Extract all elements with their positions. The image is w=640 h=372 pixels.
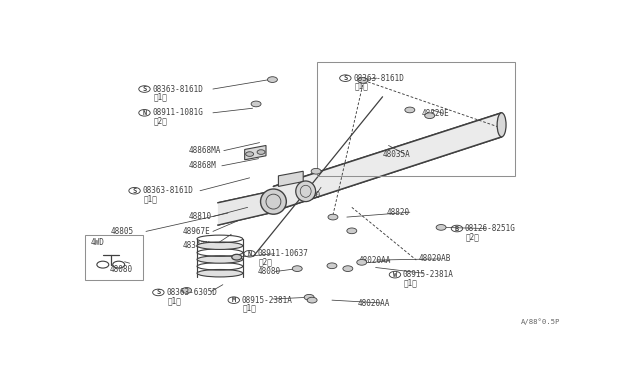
PathPatch shape [273, 113, 502, 211]
Circle shape [246, 152, 253, 156]
Text: （2）: （2） [466, 232, 480, 241]
Circle shape [425, 113, 435, 119]
Text: 48020AA: 48020AA [359, 256, 391, 265]
Text: N: N [142, 110, 147, 116]
Text: （1）: （1） [143, 194, 157, 203]
Text: 08911-10637: 08911-10637 [257, 249, 308, 258]
PathPatch shape [218, 191, 273, 225]
Circle shape [358, 78, 367, 83]
Text: （1）: （1） [355, 82, 368, 91]
Text: （1）: （1） [243, 304, 257, 312]
Text: 08363-8161D: 08363-8161D [152, 84, 204, 93]
Text: S: S [132, 188, 137, 194]
Circle shape [307, 297, 317, 303]
Ellipse shape [296, 181, 316, 202]
Text: 08363-6305D: 08363-6305D [166, 288, 217, 297]
Text: 48868M: 48868M [189, 161, 217, 170]
Text: S: S [343, 75, 348, 81]
Bar [85, 235, 143, 280]
Circle shape [405, 107, 415, 113]
Text: 08915-2381A: 08915-2381A [403, 270, 454, 279]
Text: 48020AB: 48020AB [419, 254, 451, 263]
Text: M: M [232, 297, 236, 303]
Text: N: N [248, 251, 252, 257]
Text: 48860: 48860 [297, 191, 321, 201]
Text: 08911-1081G: 08911-1081G [152, 108, 204, 117]
Text: 48080: 48080 [257, 267, 281, 276]
Ellipse shape [497, 113, 506, 137]
Polygon shape [278, 171, 303, 186]
Ellipse shape [260, 189, 286, 214]
Text: 48805: 48805 [111, 227, 134, 236]
Circle shape [347, 228, 356, 234]
Circle shape [292, 266, 302, 272]
Text: 48342N: 48342N [182, 241, 211, 250]
Circle shape [232, 254, 242, 260]
Text: 48868MA: 48868MA [189, 146, 221, 155]
Text: 48020AA: 48020AA [358, 299, 390, 308]
Text: W: W [393, 272, 397, 278]
Text: 4WD: 4WD [91, 238, 105, 247]
Text: A/88°0.5P: A/88°0.5P [521, 318, 560, 325]
Ellipse shape [197, 256, 243, 263]
Circle shape [182, 288, 191, 293]
Circle shape [268, 77, 277, 83]
Circle shape [356, 260, 367, 265]
Circle shape [343, 266, 353, 272]
Ellipse shape [197, 269, 243, 277]
Text: 48035A: 48035A [383, 150, 410, 158]
Text: 08363-8161D: 08363-8161D [353, 74, 404, 83]
Text: 48080: 48080 [110, 265, 133, 274]
Text: S: S [142, 86, 147, 92]
Circle shape [436, 225, 446, 230]
Bar [317, 62, 515, 176]
Text: （1）: （1） [154, 93, 167, 102]
Text: B: B [455, 225, 459, 231]
Text: 48967E: 48967E [182, 227, 211, 236]
Ellipse shape [197, 242, 243, 250]
Circle shape [311, 169, 321, 174]
Text: （2）: （2） [154, 116, 167, 125]
Polygon shape [244, 145, 266, 160]
Text: 08915-2381A: 08915-2381A [242, 296, 292, 305]
Text: S: S [156, 289, 161, 295]
Text: 08126-8251G: 08126-8251G [465, 224, 516, 233]
Circle shape [328, 214, 338, 220]
Circle shape [257, 150, 265, 154]
Text: 08363-8161D: 08363-8161D [143, 186, 193, 195]
Text: （1）: （1） [167, 296, 181, 305]
Text: 48820: 48820 [387, 208, 410, 217]
Circle shape [304, 294, 314, 300]
Text: 48810: 48810 [188, 212, 211, 221]
Text: （2）: （2） [259, 257, 273, 266]
Text: 48820E: 48820E [421, 109, 449, 118]
Text: （1）: （1） [404, 278, 418, 287]
Circle shape [251, 101, 261, 107]
Circle shape [327, 263, 337, 269]
